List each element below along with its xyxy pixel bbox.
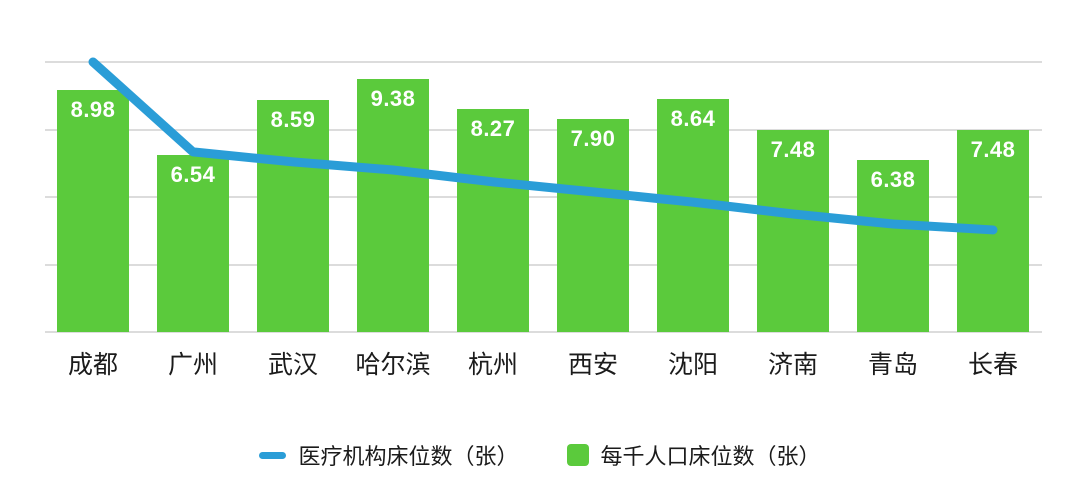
x-label-长春: 长春 <box>967 351 1018 379</box>
bar-西安: 7.90 <box>557 118 629 332</box>
bar-value-label: 7.90 <box>570 125 616 151</box>
bar-长春: 7.48 <box>957 130 1029 332</box>
gridline <box>45 263 1042 266</box>
bar-武汉: 8.59 <box>257 100 329 332</box>
bar-value-label: 6.54 <box>170 162 216 188</box>
bar-济南: 7.48 <box>757 130 829 332</box>
x-axis: 成都 广州 武汉 哈尔滨 杭州 西安 沈阳 济南 青岛 长春 <box>0 345 1080 381</box>
bar-value-label: 6.38 <box>870 166 916 192</box>
x-label-杭州: 杭州 <box>467 351 518 379</box>
x-label-济南: 济南 <box>767 351 818 379</box>
bar-成都: 8.98 <box>57 89 129 332</box>
x-label-哈尔滨: 哈尔滨 <box>355 351 431 379</box>
bar-杭州: 8.27 <box>457 108 529 332</box>
bar-value-label: 8.64 <box>670 105 716 131</box>
x-label-成都: 成都 <box>67 351 118 379</box>
bar-legend-marker-icon <box>566 444 589 466</box>
x-label-武汉: 武汉 <box>267 351 318 379</box>
bar-value-label: 7.48 <box>970 137 1016 163</box>
x-label-广州: 广州 <box>167 351 218 379</box>
bar-value-label: 9.38 <box>370 85 416 111</box>
plot-area: 8.98 6.54 8.59 9.38 8.27 7.90 8.64 7.48 6.38 7.48 <box>45 57 1042 333</box>
bar-value-label: 8.27 <box>470 115 516 141</box>
bar-value-label: 7.48 <box>770 137 816 163</box>
x-label-沈阳: 沈阳 <box>667 351 718 379</box>
gridline <box>45 331 1042 333</box>
legend-item-bar: 每千人口床位数（张） <box>566 439 821 471</box>
line-legend-marker-icon <box>259 451 287 459</box>
legend-label-bar: 每千人口床位数（张） <box>600 444 821 469</box>
bar-value-label: 8.59 <box>270 107 316 133</box>
x-label-西安: 西安 <box>567 351 618 379</box>
legend-label-line: 医疗机构床位数（张） <box>298 444 519 469</box>
bar-沈阳: 8.64 <box>657 98 729 332</box>
gridline <box>45 61 1042 63</box>
legend: 医疗机构床位数（张） 每千人口床位数（张） <box>0 438 1080 472</box>
bar-广州: 6.54 <box>157 155 229 332</box>
bar-value-label: 8.98 <box>70 96 116 122</box>
x-label-青岛: 青岛 <box>867 351 918 379</box>
gridline <box>45 128 1042 131</box>
legend-item-line: 医疗机构床位数（张） <box>259 439 519 471</box>
bar-青岛: 6.38 <box>857 159 929 332</box>
bar-哈尔滨: 9.38 <box>357 78 429 332</box>
